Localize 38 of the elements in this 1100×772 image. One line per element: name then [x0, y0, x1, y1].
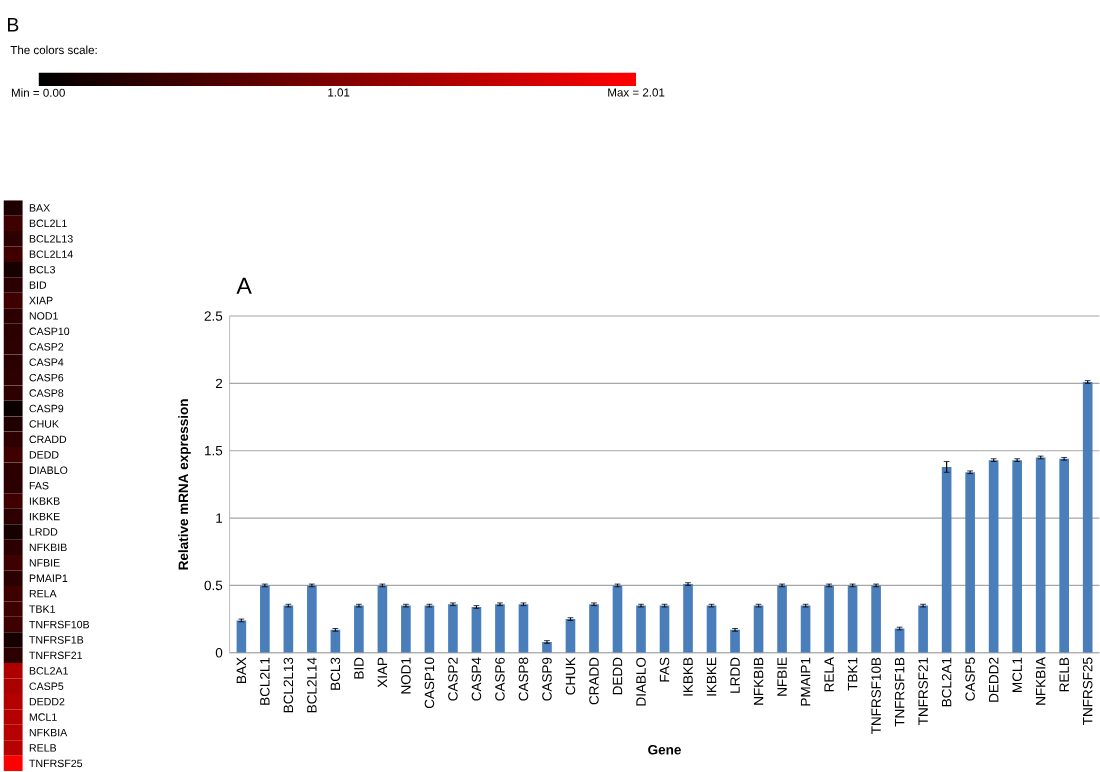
- bar: [988, 460, 999, 654]
- bar: [800, 606, 811, 654]
- bar: [448, 604, 458, 654]
- bar: [518, 604, 529, 654]
- bar: [941, 467, 952, 654]
- bar: [236, 620, 247, 654]
- bar: [354, 606, 364, 654]
- bar: [377, 585, 388, 654]
- bar: [401, 606, 411, 654]
- bar: [1059, 459, 1069, 654]
- bar: [965, 472, 975, 654]
- bar: [683, 584, 693, 654]
- bar: [612, 585, 623, 654]
- bar: [1035, 457, 1046, 654]
- bar: [565, 619, 576, 654]
- bar: [542, 642, 552, 654]
- chart-title: B: [8, 18, 19, 32]
- bar: [706, 606, 717, 654]
- bar: [847, 585, 858, 654]
- bar: [589, 604, 599, 654]
- bar: [753, 606, 764, 654]
- bar: [260, 585, 270, 654]
- chart-title: A: [236, 278, 252, 295]
- bar: [636, 606, 646, 654]
- bar: [777, 585, 787, 654]
- bar: [471, 607, 482, 654]
- bar: [330, 630, 341, 654]
- bar: [1082, 382, 1093, 654]
- bar: [824, 585, 834, 654]
- bar: [659, 606, 670, 654]
- bar: [730, 630, 740, 654]
- bar: [1012, 460, 1022, 654]
- bar: [283, 606, 294, 654]
- bar: [871, 585, 881, 654]
- bar: [495, 604, 505, 654]
- bar: [307, 585, 317, 654]
- bar: [918, 606, 928, 654]
- bar: [424, 606, 435, 654]
